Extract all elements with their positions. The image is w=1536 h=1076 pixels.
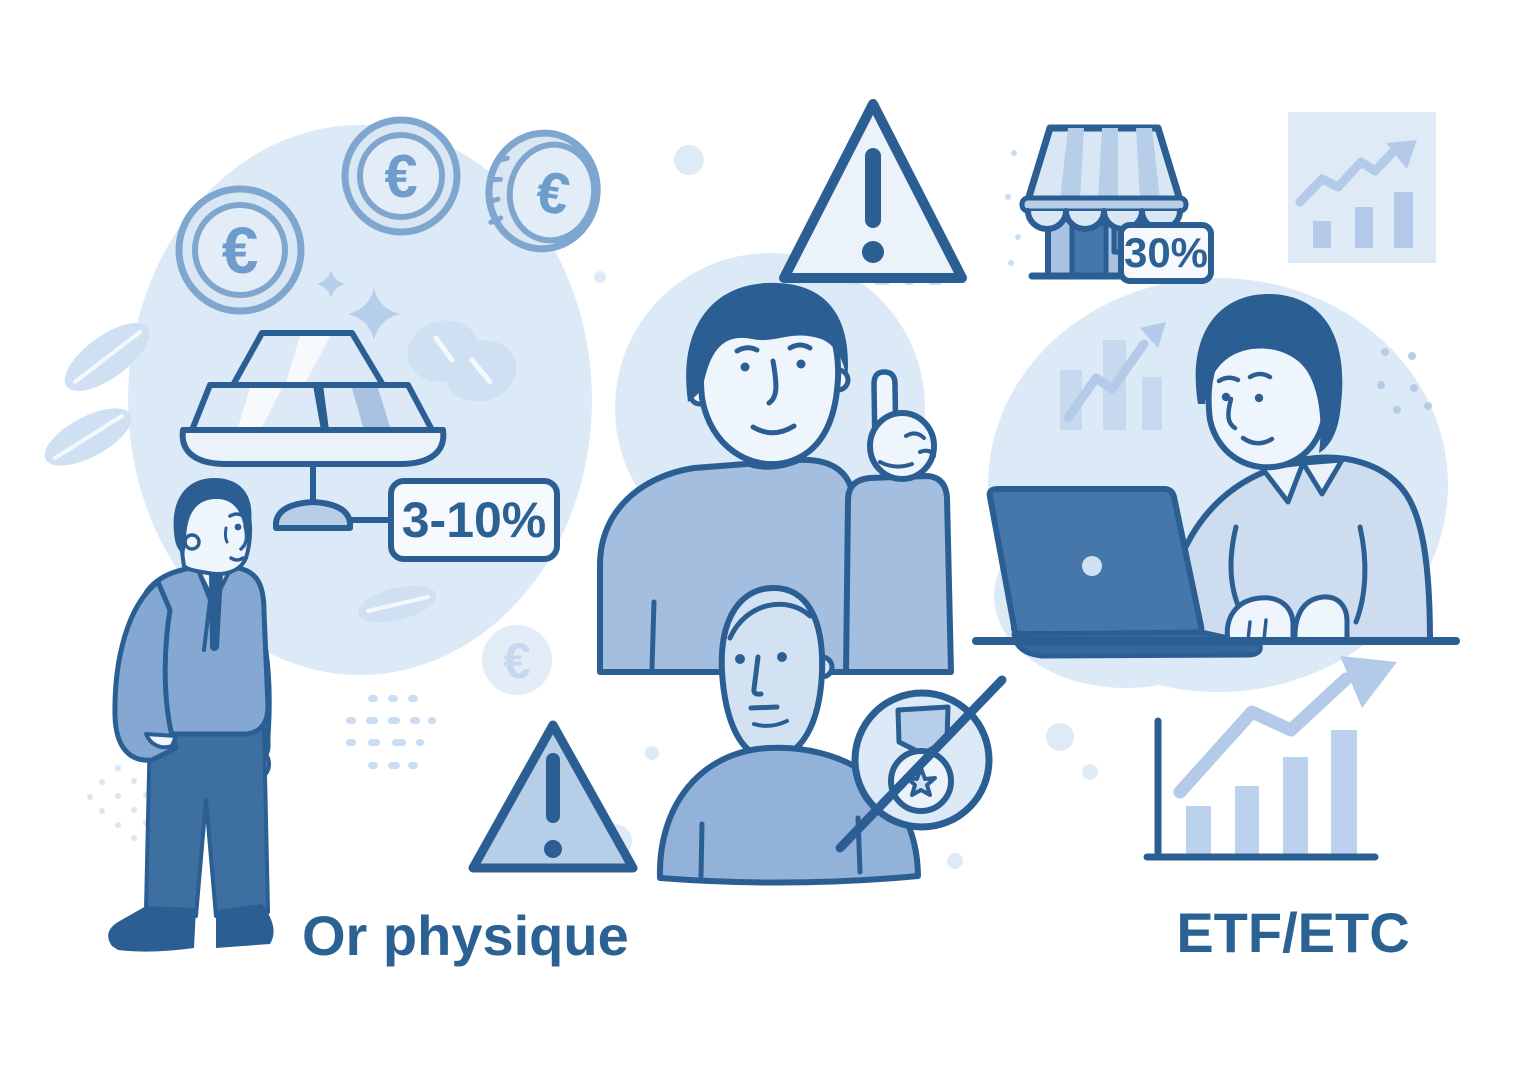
businessman [108, 478, 274, 952]
laptop-man [1161, 293, 1433, 644]
laptop-logo [1082, 556, 1102, 576]
sparkle-icons [317, 270, 400, 340]
euro-coin-icon: € [175, 185, 305, 315]
hair-line [727, 601, 813, 641]
euro-symbol: € [384, 143, 417, 210]
shoe [216, 904, 274, 948]
slash-line [835, 675, 1007, 853]
shoe [108, 906, 196, 952]
arm-in-pocket [112, 579, 179, 763]
growth-chart-icon [1060, 322, 1166, 430]
door [1069, 221, 1109, 279]
laptop-icon [972, 486, 1460, 659]
euro-symbol: € [503, 633, 531, 689]
speck-cluster-right [1005, 150, 1432, 414]
fist [867, 410, 937, 482]
bean-decorations [407, 320, 517, 402]
hair [686, 282, 849, 402]
hair [173, 478, 252, 556]
euro-symbol: € [222, 213, 259, 287]
no-bonus-man [656, 584, 921, 886]
hand [1224, 595, 1296, 644]
etf-growth-chart [1143, 656, 1397, 861]
euro-coin-icon: € [341, 116, 461, 236]
raised-sleeve [843, 473, 954, 675]
euro-coin-icon: € [485, 129, 601, 253]
hair [1195, 293, 1343, 453]
leaf-decorations [44, 323, 437, 623]
tie [209, 574, 223, 651]
collar [1300, 457, 1345, 497]
warning-icon [779, 99, 967, 283]
etf-caption: ETF/ETC [1176, 901, 1410, 964]
dash-pattern-bottom [346, 695, 436, 769]
store-spread-label: 30% [1118, 222, 1214, 284]
no-reward-icon [835, 675, 1007, 853]
hand [1292, 594, 1350, 644]
euro-faint-icon: € [482, 625, 552, 695]
physical-gold-caption: Or physique [302, 904, 629, 967]
gold-bars-icon [179, 330, 447, 531]
dot-cluster [87, 765, 149, 841]
warning-icon [468, 720, 638, 873]
gold-premium-label: 3-10% [388, 478, 560, 562]
growth-chart-icon [1295, 140, 1417, 248]
